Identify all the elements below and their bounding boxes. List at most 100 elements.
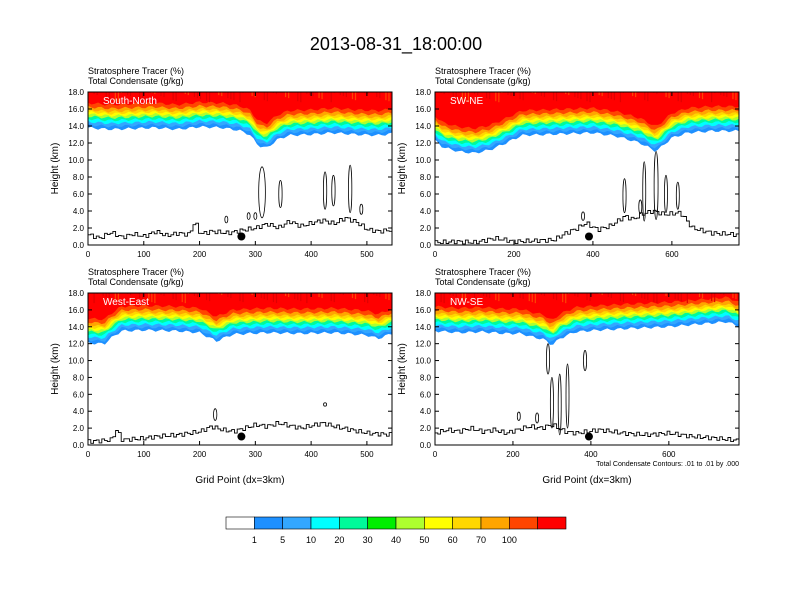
field-label-condensate: Total Condensate (g/kg) — [88, 76, 184, 86]
y-tick-label: 14.0 — [68, 323, 84, 332]
colorbar: 1 5 10 20 30 40 50 60 70 100 — [225, 516, 567, 545]
figure-title: 2013-08-31_18:00:00 — [310, 34, 482, 55]
x-tick-label: 600 — [665, 250, 679, 259]
colorbar-label: 70 — [476, 535, 486, 545]
x-tick-label: 400 — [304, 450, 318, 459]
tracer-band — [435, 293, 739, 319]
x-tick-label: 200 — [193, 450, 207, 459]
x-tick-label: 400 — [304, 250, 318, 259]
y-tick-label: 14.0 — [415, 122, 431, 131]
tracer-band — [88, 293, 392, 321]
y-tick-label: 0.0 — [73, 241, 85, 250]
x-tick-label: 500 — [360, 450, 374, 459]
y-tick-label: 16.0 — [415, 306, 431, 315]
y-tick-label: 8.0 — [420, 173, 432, 182]
panel-south-north: Stratosphere Tracer (%)Total Condensate … — [50, 66, 393, 259]
panel-west-east: Stratosphere Tracer (%)Total Condensate … — [50, 267, 393, 486]
x-tick-label: 0 — [433, 250, 438, 259]
panel-name-label: SW-NE — [450, 96, 483, 107]
colorbar-label: 100 — [502, 535, 517, 545]
condensate-contour — [642, 161, 647, 222]
x-tick-label: 0 — [433, 450, 438, 459]
panel-frame — [434, 91, 740, 246]
plot-area — [88, 92, 392, 245]
contour-note: Total Condensate Contours: .01 to .01 by… — [596, 461, 739, 468]
x-tick-label: 0 — [86, 450, 91, 459]
field-label-tracer: Stratosphere Tracer (%) — [88, 66, 184, 76]
condensate-contour — [622, 178, 627, 214]
colorbar-label: 5 — [280, 535, 285, 545]
field-label-tracer: Stratosphere Tracer (%) — [435, 66, 531, 76]
x-axis-title: Grid Point (dx=3km) — [542, 475, 631, 486]
colorbar-swatch — [254, 516, 283, 530]
field-label-condensate: Total Condensate (g/kg) — [88, 277, 184, 287]
x-tick-label: 500 — [360, 250, 374, 259]
colorbar-swatch — [310, 516, 340, 530]
colorbar-swatch — [509, 516, 538, 530]
y-tick-label: 10.0 — [415, 156, 431, 165]
colorbar-swatch — [225, 516, 255, 530]
y-tick-label: 16.0 — [415, 105, 431, 114]
y-tick-label: 18.0 — [68, 289, 84, 298]
condensate-contour — [246, 212, 251, 220]
condensate-contour — [581, 211, 585, 221]
y-tick-label: 0.0 — [420, 241, 432, 250]
y-tick-label: 18.0 — [68, 88, 84, 97]
tracer-band — [435, 92, 739, 130]
colorbar-label: 30 — [363, 535, 373, 545]
y-tick-label: 12.0 — [415, 340, 431, 349]
condensate-contour — [549, 377, 554, 429]
panel-frame — [87, 91, 393, 246]
y-tick-label: 16.0 — [68, 306, 84, 315]
plot-area — [435, 293, 739, 445]
colorbar-label: 1 — [252, 535, 257, 545]
panel-name-label: West-East — [103, 297, 149, 308]
terrain-line — [435, 209, 739, 245]
panel-sw-ne: Stratosphere Tracer (%)Total Condensate … — [397, 66, 740, 259]
colorbar-swatch — [424, 516, 453, 530]
x-tick-label: 400 — [586, 250, 600, 259]
condensate-contour — [348, 164, 353, 214]
location-marker — [237, 432, 246, 441]
condensate-contour — [653, 151, 659, 220]
x-tick-label: 300 — [249, 450, 263, 459]
y-tick-label: 18.0 — [415, 88, 431, 97]
tracer-band — [88, 92, 392, 125]
y-tick-label: 8.0 — [73, 173, 85, 182]
location-marker — [584, 232, 593, 241]
panel-nw-se: Stratosphere Tracer (%)Total Condensate … — [397, 267, 740, 486]
y-tick-label: 6.0 — [73, 190, 85, 199]
plot-area — [88, 293, 392, 445]
y-axis-title: Height (km) — [50, 343, 61, 395]
y-tick-label: 4.0 — [420, 407, 432, 416]
x-tick-label: 100 — [137, 450, 151, 459]
x-tick-label: 200 — [506, 450, 520, 459]
colorbar-label: 40 — [391, 535, 401, 545]
field-label-tracer: Stratosphere Tracer (%) — [88, 267, 184, 277]
y-tick-label: 16.0 — [68, 105, 84, 114]
x-tick-label: 200 — [193, 250, 207, 259]
colorbar-label: 60 — [448, 535, 458, 545]
y-tick-label: 12.0 — [68, 340, 84, 349]
y-tick-label: 2.0 — [73, 224, 85, 233]
x-axis-title: Grid Point (dx=3km) — [195, 475, 284, 486]
condensate-contour — [535, 412, 540, 424]
y-axis-title: Height (km) — [397, 143, 408, 195]
x-tick-label: 100 — [137, 250, 151, 259]
field-label-condensate: Total Condensate (g/kg) — [435, 76, 531, 86]
panels-group: Stratosphere Tracer (%)Total Condensate … — [50, 66, 740, 486]
colorbar-swatch — [282, 516, 312, 530]
terrain-line — [88, 421, 392, 444]
y-tick-label: 4.0 — [73, 207, 85, 216]
y-tick-label: 4.0 — [73, 407, 85, 416]
condensate-contour — [224, 215, 229, 224]
y-tick-label: 8.0 — [73, 373, 85, 382]
location-marker — [584, 432, 593, 441]
colorbar-swatch — [452, 516, 482, 530]
x-tick-label: 400 — [584, 450, 598, 459]
y-tick-label: 2.0 — [420, 224, 432, 233]
y-tick-label: 14.0 — [415, 323, 431, 332]
y-tick-label: 6.0 — [420, 390, 432, 399]
